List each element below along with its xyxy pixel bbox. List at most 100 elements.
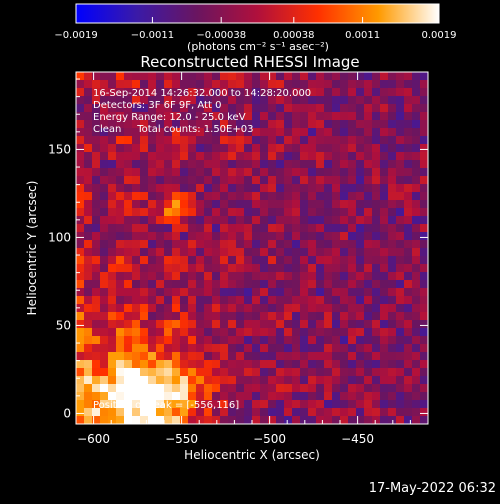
heatmap-cell — [404, 200, 413, 209]
heatmap-cell — [412, 376, 421, 385]
heatmap-cell — [156, 256, 165, 265]
heatmap-cell — [236, 232, 245, 241]
heatmap-cell — [268, 208, 277, 217]
heatmap-cell — [196, 312, 205, 321]
heatmap-cell — [84, 96, 93, 105]
heatmap-cell — [108, 312, 117, 321]
heatmap-cell — [372, 216, 381, 225]
heatmap-cell — [372, 296, 381, 305]
heatmap-cell — [260, 152, 269, 161]
heatmap-cell — [196, 288, 205, 297]
heatmap-cell — [124, 240, 133, 249]
heatmap-cell — [380, 336, 389, 345]
heatmap-cell — [148, 408, 157, 417]
heatmap-cell — [76, 168, 85, 177]
heatmap-cell — [188, 352, 197, 361]
heatmap-cell — [228, 296, 237, 305]
heatmap-cell — [324, 136, 333, 145]
heatmap-cell — [172, 400, 181, 409]
heatmap-cell — [180, 408, 189, 417]
heatmap-cell — [100, 328, 109, 337]
heatmap-cell — [364, 400, 373, 409]
heatmap-cell — [236, 176, 245, 185]
heatmap-cell — [124, 176, 133, 185]
heatmap-cell — [284, 272, 293, 281]
heatmap-cell — [164, 96, 173, 105]
heatmap-cell — [316, 88, 325, 97]
heatmap-cell — [332, 280, 341, 289]
heatmap-cell — [76, 400, 85, 409]
heatmap-cell — [148, 248, 157, 257]
heatmap-cell — [116, 176, 125, 185]
heatmap-cell — [348, 376, 357, 385]
heatmap-cell — [236, 120, 245, 129]
heatmap-cell — [236, 144, 245, 153]
heatmap-cell — [92, 120, 101, 129]
heatmap-cell — [140, 120, 149, 129]
heatmap-cell — [148, 304, 157, 313]
heatmap-cell — [196, 232, 205, 241]
heatmap-cell — [244, 152, 253, 161]
heatmap-cell — [308, 376, 317, 385]
heatmap-cell — [156, 88, 165, 97]
heatmap-cell — [252, 296, 261, 305]
heatmap-cell — [396, 296, 405, 305]
heatmap-cell — [196, 408, 205, 417]
heatmap-cell — [404, 152, 413, 161]
heatmap-cell — [196, 304, 205, 313]
heatmap-cell — [284, 216, 293, 225]
heatmap-cell — [388, 264, 397, 273]
heatmap-cell — [380, 200, 389, 209]
heatmap-cell — [324, 288, 333, 297]
heatmap-cell — [388, 96, 397, 105]
heatmap-cell — [340, 112, 349, 121]
heatmap-cell — [92, 200, 101, 209]
heatmap-cell — [172, 216, 181, 225]
heatmap-cell — [356, 208, 365, 217]
heatmap-cell — [396, 320, 405, 329]
heatmap-cell — [396, 136, 405, 145]
heatmap-cell — [284, 296, 293, 305]
heatmap-cell — [76, 312, 85, 321]
heatmap-cell — [236, 392, 245, 401]
heatmap-cell — [316, 184, 325, 193]
heatmap-cell — [116, 328, 125, 337]
heatmap-cell — [284, 376, 293, 385]
heatmap-cell — [148, 88, 157, 97]
heatmap-cell — [420, 72, 428, 81]
heatmap-cell — [388, 176, 397, 185]
heatmap-cell — [404, 144, 413, 153]
heatmap-cell — [204, 136, 213, 145]
heatmap-cell — [132, 104, 141, 113]
heatmap-cell — [188, 416, 197, 424]
heatmap-cell — [116, 144, 125, 153]
heatmap-cell — [388, 272, 397, 281]
heatmap-cell — [340, 400, 349, 409]
heatmap-cell — [108, 280, 117, 289]
heatmap-cell — [196, 216, 205, 225]
heatmap-cell — [276, 328, 285, 337]
heatmap-cell — [268, 344, 277, 353]
heatmap-cell — [372, 352, 381, 361]
heatmap-cell — [340, 272, 349, 281]
heatmap-cell — [284, 144, 293, 153]
heatmap-cell — [212, 376, 221, 385]
heatmap-cell — [260, 112, 269, 121]
heatmap-cell — [228, 192, 237, 201]
heatmap-cell — [92, 368, 101, 377]
heatmap-cell — [228, 368, 237, 377]
heatmap-cell — [196, 248, 205, 257]
heatmap-cell — [92, 264, 101, 273]
heatmap-cell — [188, 280, 197, 289]
heatmap-cell — [420, 104, 428, 113]
heatmap-cell — [396, 120, 405, 129]
heatmap-cell — [324, 272, 333, 281]
heatmap-cell — [292, 256, 301, 265]
heatmap-cell — [100, 296, 109, 305]
heatmap-cell — [268, 72, 277, 81]
heatmap-cell — [252, 208, 261, 217]
heatmap-cell — [284, 256, 293, 265]
heatmap-cell — [300, 272, 309, 281]
heatmap-cell — [252, 384, 261, 393]
heatmap-cell — [148, 344, 157, 353]
